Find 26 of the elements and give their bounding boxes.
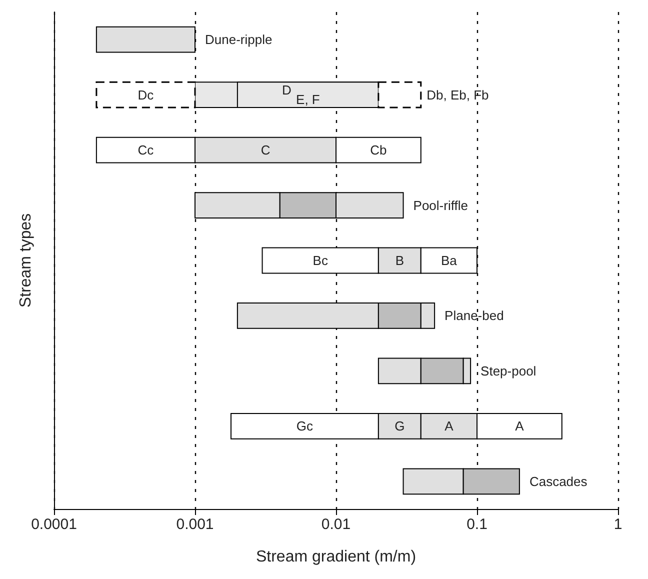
annotation: Pool-riffle xyxy=(413,198,468,213)
x-tick-label: 0.01 xyxy=(321,516,351,533)
annotation: Plane-bed xyxy=(444,308,504,324)
x-tick-label: 0.0001 xyxy=(31,516,77,533)
data-label: D xyxy=(282,82,292,98)
x-tick-label: 0.1 xyxy=(466,516,488,533)
data-label: Bc xyxy=(312,253,328,268)
annotation: Cascades xyxy=(529,474,588,489)
data-label: Gc xyxy=(296,418,314,434)
x-axis-title: Stream gradient (m/m) xyxy=(256,548,416,566)
data-label: Cb xyxy=(370,142,387,158)
data-label: Db, Eb, Fb xyxy=(426,87,489,102)
data-label: A xyxy=(444,418,454,434)
data-label: G xyxy=(394,418,405,434)
x-tick-label: 0.001 xyxy=(176,516,214,533)
annotation: Dune-ripple xyxy=(205,32,272,48)
y-axis-title: Stream types xyxy=(18,213,34,308)
data-label: E, F xyxy=(296,92,320,108)
data-label: C xyxy=(260,142,270,158)
data-label: B xyxy=(395,253,404,268)
data-label: A xyxy=(515,418,524,434)
annotation: Step-pool xyxy=(480,363,536,378)
data-label: Cc xyxy=(138,142,154,158)
data-label: Dc xyxy=(138,87,154,102)
x-tick-label: 1 xyxy=(614,516,622,533)
data-label: Ba xyxy=(440,253,458,268)
